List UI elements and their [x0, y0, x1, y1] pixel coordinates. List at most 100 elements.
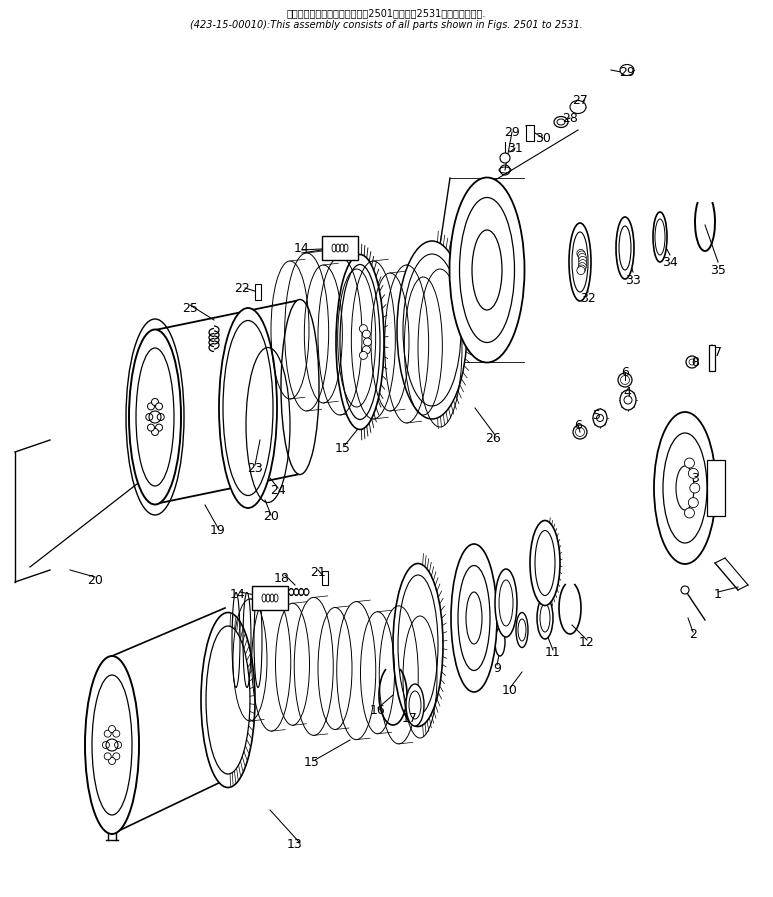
Circle shape: [577, 249, 585, 257]
Ellipse shape: [654, 412, 716, 564]
Ellipse shape: [616, 217, 634, 279]
Text: 25: 25: [182, 301, 198, 315]
Circle shape: [157, 414, 164, 421]
Circle shape: [688, 468, 698, 478]
Ellipse shape: [406, 684, 424, 726]
Circle shape: [102, 742, 110, 748]
Text: 12: 12: [579, 637, 595, 649]
Bar: [252, 586, 288, 610]
Circle shape: [363, 346, 370, 353]
Text: 3: 3: [691, 472, 699, 484]
Text: 2: 2: [689, 629, 697, 641]
Text: 35: 35: [710, 264, 726, 276]
Ellipse shape: [495, 569, 517, 637]
Text: 9: 9: [493, 661, 501, 675]
Text: 13: 13: [287, 839, 303, 851]
Text: 16: 16: [370, 703, 386, 717]
Text: 30: 30: [535, 132, 551, 144]
Circle shape: [577, 251, 586, 259]
Circle shape: [108, 757, 115, 764]
Bar: [707, 460, 725, 516]
Circle shape: [146, 414, 153, 421]
Ellipse shape: [495, 628, 505, 656]
Circle shape: [155, 424, 162, 431]
Ellipse shape: [593, 409, 607, 427]
Text: 18: 18: [274, 571, 290, 585]
Circle shape: [113, 730, 120, 737]
Ellipse shape: [223, 320, 273, 495]
Text: 20: 20: [263, 510, 279, 524]
Text: 23: 23: [247, 461, 263, 475]
Text: 29: 29: [619, 65, 635, 79]
Text: 8: 8: [691, 355, 699, 369]
Circle shape: [359, 352, 367, 360]
Ellipse shape: [459, 197, 515, 343]
Ellipse shape: [458, 565, 490, 670]
Text: 28: 28: [562, 111, 578, 125]
Text: (423-15-00010):This assembly consists of all parts shown in Figs. 2501 to 2531.: (423-15-00010):This assembly consists of…: [189, 20, 582, 30]
Bar: [255, 284, 261, 300]
Bar: [322, 236, 358, 260]
Circle shape: [113, 753, 120, 760]
Bar: [526, 125, 534, 141]
Circle shape: [577, 266, 585, 274]
Circle shape: [684, 458, 694, 468]
Text: 20: 20: [87, 573, 103, 587]
Ellipse shape: [450, 178, 525, 362]
Ellipse shape: [281, 300, 319, 475]
Text: 7: 7: [714, 345, 722, 359]
Text: 6: 6: [574, 419, 582, 431]
Ellipse shape: [219, 308, 277, 508]
Circle shape: [578, 253, 586, 261]
Circle shape: [579, 257, 587, 265]
Ellipse shape: [516, 613, 528, 648]
Circle shape: [155, 403, 162, 410]
Circle shape: [681, 586, 689, 594]
Circle shape: [104, 753, 111, 760]
Ellipse shape: [620, 65, 634, 75]
Ellipse shape: [206, 626, 250, 774]
Text: 34: 34: [662, 256, 678, 268]
Circle shape: [684, 508, 694, 518]
Text: 15: 15: [335, 441, 351, 455]
Text: 14: 14: [294, 241, 310, 255]
Text: 5: 5: [593, 408, 601, 422]
Circle shape: [104, 730, 111, 737]
Circle shape: [114, 742, 121, 748]
Circle shape: [152, 429, 158, 436]
Circle shape: [363, 330, 370, 338]
Ellipse shape: [569, 223, 591, 301]
Bar: [709, 345, 715, 371]
Circle shape: [363, 338, 372, 346]
Circle shape: [108, 726, 115, 733]
Circle shape: [152, 398, 158, 405]
Ellipse shape: [393, 563, 443, 727]
Ellipse shape: [336, 255, 384, 430]
Ellipse shape: [85, 656, 139, 834]
Text: 1: 1: [714, 588, 722, 602]
Text: 15: 15: [304, 756, 320, 770]
Text: 27: 27: [572, 93, 588, 107]
Ellipse shape: [653, 212, 667, 262]
Circle shape: [359, 325, 367, 333]
Ellipse shape: [530, 520, 560, 605]
Ellipse shape: [554, 117, 568, 127]
Text: 21: 21: [310, 567, 326, 579]
Text: 29: 29: [504, 126, 520, 138]
Ellipse shape: [129, 329, 181, 504]
Text: 33: 33: [625, 274, 641, 286]
Circle shape: [579, 259, 587, 267]
Text: 14: 14: [230, 588, 246, 600]
Ellipse shape: [397, 241, 467, 419]
Text: 11: 11: [545, 647, 561, 659]
Text: 6: 6: [621, 365, 629, 379]
Text: 24: 24: [270, 483, 286, 497]
Circle shape: [578, 263, 586, 271]
Text: 19: 19: [210, 524, 226, 536]
Text: 4: 4: [623, 386, 631, 398]
Ellipse shape: [620, 390, 636, 410]
Circle shape: [148, 403, 155, 410]
Ellipse shape: [537, 597, 553, 639]
Text: 31: 31: [507, 142, 523, 154]
Text: 32: 32: [580, 292, 596, 304]
